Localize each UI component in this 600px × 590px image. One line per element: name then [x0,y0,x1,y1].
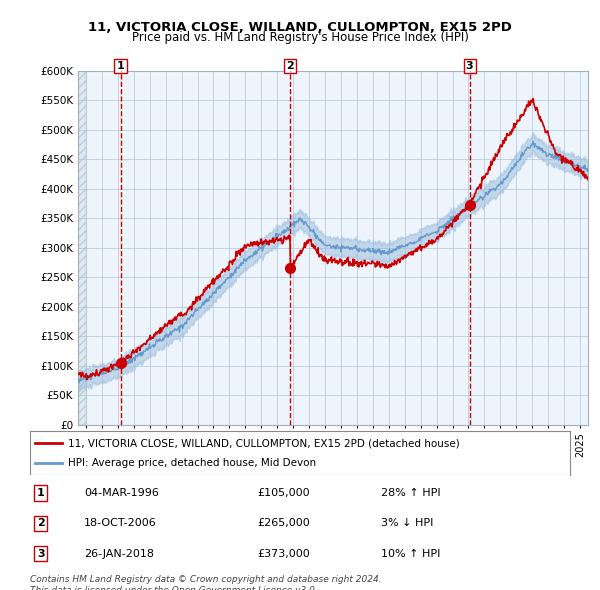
Text: 04-MAR-1996: 04-MAR-1996 [84,489,159,498]
Text: 18-OCT-2006: 18-OCT-2006 [84,519,157,529]
Text: £265,000: £265,000 [257,519,310,529]
Text: 1: 1 [116,61,124,71]
Bar [78,71,86,425]
Text: 3: 3 [466,61,473,71]
Text: £373,000: £373,000 [257,549,310,559]
Text: 10% ↑ HPI: 10% ↑ HPI [381,549,440,559]
Bar [78,71,86,425]
Text: 3: 3 [37,549,44,559]
Text: 28% ↑ HPI: 28% ↑ HPI [381,489,440,498]
Text: Contains HM Land Registry data © Crown copyright and database right 2024.
This d: Contains HM Land Registry data © Crown c… [30,575,382,590]
Text: 3% ↓ HPI: 3% ↓ HPI [381,519,433,529]
Text: 1: 1 [37,489,44,498]
Text: 11, VICTORIA CLOSE, WILLAND, CULLOMPTON, EX15 2PD: 11, VICTORIA CLOSE, WILLAND, CULLOMPTON,… [88,21,512,34]
Text: 2: 2 [37,519,44,529]
Text: 26-JAN-2018: 26-JAN-2018 [84,549,154,559]
Text: HPI: Average price, detached house, Mid Devon: HPI: Average price, detached house, Mid … [68,458,316,467]
Text: Price paid vs. HM Land Registry's House Price Index (HPI): Price paid vs. HM Land Registry's House … [131,31,469,44]
Text: 11, VICTORIA CLOSE, WILLAND, CULLOMPTON, EX15 2PD (detached house): 11, VICTORIA CLOSE, WILLAND, CULLOMPTON,… [68,438,460,448]
Text: 2: 2 [286,61,294,71]
Text: £105,000: £105,000 [257,489,310,498]
